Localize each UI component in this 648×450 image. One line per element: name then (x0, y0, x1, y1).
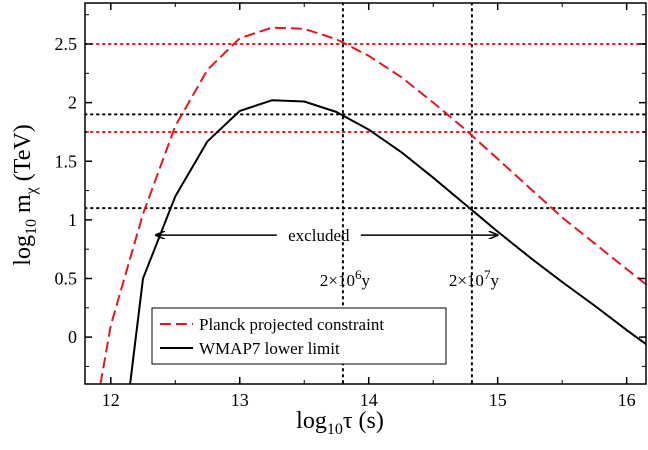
x-axis-title: log10τ (s) (296, 408, 384, 438)
x-tick-label-0: 12 (102, 390, 120, 410)
annotations: excluded 2×106y 2×107y (156, 226, 500, 290)
x-axis: 12 13 14 15 16 (102, 3, 636, 410)
x-tick-label-2: 14 (360, 390, 378, 410)
legend-label-wmap7: WMAP7 lower limit (199, 339, 340, 358)
x-tick-label-3: 15 (489, 390, 507, 410)
legend-box (151, 307, 447, 365)
y-tick-label-2: 1 (68, 210, 77, 230)
excluded-label: excluded (288, 226, 350, 245)
y-tick-label-1: 0.5 (55, 268, 78, 288)
y-axis-title: log10 mχ (TeV) (10, 124, 40, 265)
y-axis: 0 0.5 1 1.5 2 2.5 (55, 14, 646, 367)
y-tick-label-5: 2.5 (55, 34, 78, 54)
vline-label-0: 2×106y (320, 267, 371, 290)
y-tick-label-4: 2 (68, 93, 77, 113)
y-tick-label-3: 1.5 (55, 151, 78, 171)
plot-frame (84, 2, 647, 385)
series-line-0 (99, 26, 647, 384)
x-tick-label-1: 13 (231, 390, 249, 410)
series-line-1 (129, 99, 647, 384)
vline-label-1: 2×107y (449, 267, 500, 290)
y-tick-label-0: 0 (68, 327, 77, 347)
x-tick-label-4: 16 (618, 390, 636, 410)
legend-label-planck: Planck projected constraint (199, 315, 384, 334)
series-layer (99, 26, 647, 384)
legend: Planck projected constraint WMAP7 lower … (151, 307, 447, 365)
